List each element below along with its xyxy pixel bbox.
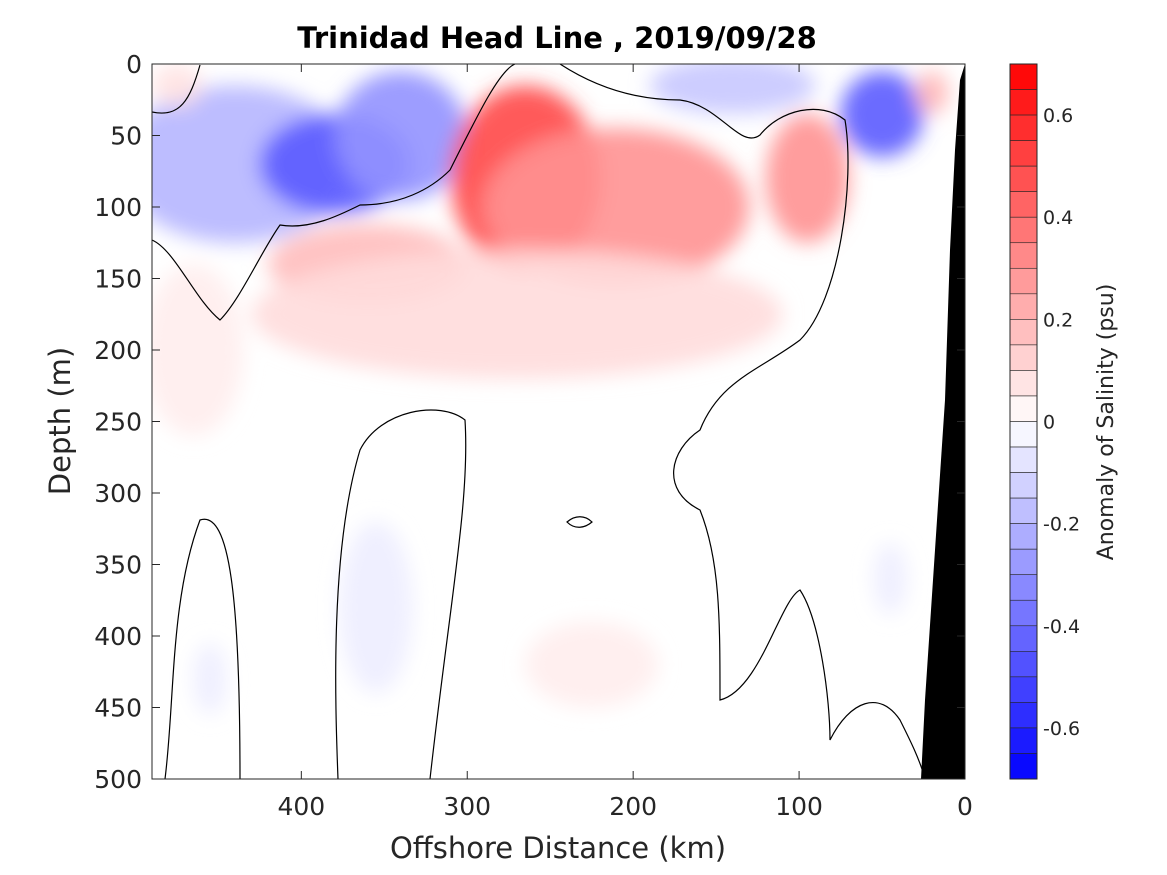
colorbar-segment-5 — [1009, 191, 1038, 218]
colorbar-segment-0 — [1009, 63, 1038, 90]
chart-title: Trinidad Head Line , 2019/09/28 — [297, 21, 817, 55]
anomaly-blob-5 — [483, 128, 750, 286]
colorbar: 0.6 0.4 0.2 0 -0.2 -0.4 -0.6 Anomaly of Salini… — [1009, 63, 1119, 780]
colorbar-segment-4 — [1009, 165, 1038, 192]
x-tick-label-400: 400 — [277, 792, 325, 821]
colorbar-segment-16 — [1009, 472, 1038, 499]
x-tick-label-200: 200 — [609, 792, 657, 821]
colorbar-segment-18 — [1009, 523, 1038, 550]
colorbar-tick-label-0.4: 0.4 — [1043, 207, 1073, 229]
colorbar-label: Anomaly of Salinity (psu) — [1094, 284, 1119, 561]
colorbar-tick-label-0: 0 — [1043, 412, 1055, 434]
colorbar-segment-9 — [1009, 293, 1038, 320]
y-axis-ticks: 0 50 100 150 200 250 300 350 400 450 500 — [94, 50, 965, 794]
x-axis-label: Offshore Distance (km) — [390, 831, 726, 865]
zero-contour-small-loop — [566, 516, 593, 528]
colorbar-segment-20 — [1009, 574, 1038, 601]
y-tick-label-0: 0 — [126, 50, 142, 79]
anomaly-blob-15 — [193, 643, 227, 715]
salinity-anomaly-field — [152, 64, 949, 715]
colorbar-tick-label-0.6: 0.6 — [1043, 105, 1073, 127]
x-axis-ticks: 400 300 200 100 0 — [277, 64, 973, 821]
anomaly-blob-12 — [152, 264, 244, 436]
y-tick-label-50: 50 — [110, 122, 142, 151]
colorbar-tick-label--0.4: -0.4 — [1043, 616, 1080, 638]
colorbar-frame — [1009, 63, 1038, 780]
anomaly-blob-13 — [339, 521, 413, 694]
y-tick-label-100: 100 — [94, 193, 142, 222]
colorbar-segment-10 — [1009, 319, 1038, 346]
y-tick-label-450: 450 — [94, 694, 142, 723]
y-tick-label-300: 300 — [94, 479, 142, 508]
colorbar-segment-12 — [1009, 370, 1038, 397]
zero-contour-left-tongue — [164, 518, 241, 779]
colorbar-tick-label--0.2: -0.2 — [1043, 514, 1080, 536]
colorbar-segment-3 — [1009, 140, 1038, 167]
zero-contour-upper — [152, 64, 926, 779]
plot-area: 400 300 200 100 0 0 50 100 150 200 250 300 350 400 45… — [94, 50, 973, 821]
x-tick-label-300: 300 — [443, 792, 491, 821]
colorbar-segment-15 — [1009, 446, 1038, 473]
y-tick-label-250: 250 — [94, 408, 142, 437]
colorbar-segment-21 — [1009, 599, 1038, 627]
zero-contours — [152, 64, 926, 779]
zero-contour-center-tongue — [335, 409, 467, 779]
y-tick-label-200: 200 — [94, 336, 142, 365]
anomaly-blob-14 — [525, 621, 659, 708]
anomaly-blob-8 — [765, 114, 849, 243]
colorbar-ticks: 0.6 0.4 0.2 0 -0.2 -0.4 -0.6 — [1043, 105, 1080, 740]
colorbar-segment-8 — [1009, 267, 1038, 295]
colorbar-segment-26 — [1009, 727, 1038, 754]
colorbar-segment-1 — [1009, 89, 1038, 116]
y-tick-label-350: 350 — [94, 551, 142, 580]
anomaly-blob-7 — [251, 249, 783, 379]
colorbar-segment-24 — [1009, 676, 1038, 703]
anomaly-blob-11 — [915, 71, 949, 115]
anomaly-blob-10 — [649, 64, 816, 115]
y-tick-label-150: 150 — [94, 265, 142, 294]
x-tick-label-100: 100 — [775, 792, 823, 821]
anomaly-blob-16 — [873, 543, 907, 615]
colorbar-segment-27 — [1009, 753, 1038, 780]
anomaly-blob-3 — [152, 64, 202, 107]
seafloor-land-mask — [921, 64, 965, 779]
colorbar-segment-14 — [1009, 421, 1038, 448]
colorbar-segment-17 — [1009, 497, 1038, 524]
colorbar-segment-25 — [1009, 702, 1038, 729]
y-tick-label-500: 500 — [94, 765, 142, 794]
anomaly-blob-9 — [840, 71, 924, 157]
colorbar-tick-label--0.6: -0.6 — [1043, 718, 1080, 740]
colorbar-segment-11 — [1009, 344, 1038, 371]
colorbar-tick-label-0.2: 0.2 — [1043, 309, 1073, 331]
colorbar-segment-22 — [1009, 625, 1038, 652]
y-axis-label: Depth (m) — [43, 347, 77, 495]
colorbar-segment-13 — [1009, 395, 1038, 422]
colorbar-segment-7 — [1009, 242, 1038, 269]
colorbar-segment-23 — [1009, 651, 1038, 678]
x-tick-label-0: 0 — [957, 792, 973, 821]
colorbar-segment-19 — [1009, 548, 1038, 576]
colorbar-segment-6 — [1009, 216, 1038, 244]
colorbar-segment-2 — [1009, 114, 1038, 141]
colorbar-segments — [1009, 63, 1038, 780]
anomaly-blob-2 — [334, 71, 468, 200]
y-tick-label-400: 400 — [94, 622, 142, 651]
